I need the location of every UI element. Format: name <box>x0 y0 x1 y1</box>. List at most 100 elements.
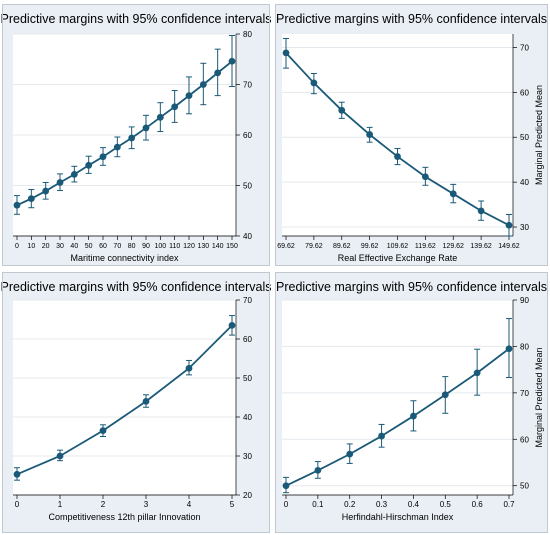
x-axis-title: Real Effective Exchange Rate <box>338 253 457 263</box>
data-point <box>42 187 50 195</box>
y-tick-label: 60 <box>243 131 252 140</box>
y-tick-label: 70 <box>520 389 529 398</box>
series-line <box>16 60 233 207</box>
data-point <box>142 398 150 405</box>
x-tick-label: 150 <box>226 243 238 250</box>
x-axis-title: Competitiveness 12th pillar Innovation <box>48 512 200 522</box>
chart-title: Predictive margins with 95% confidence i… <box>276 280 547 294</box>
data-point <box>228 321 236 329</box>
chart-title: Predictive margins with 95% confidence i… <box>1 12 272 26</box>
x-tick-label: 10 <box>27 243 35 250</box>
x-tick-label: 79.62 <box>305 243 323 250</box>
y-tick-label: 60 <box>243 335 252 344</box>
data-point <box>410 412 417 420</box>
x-tick-label: 149.62 <box>498 243 520 250</box>
x-tick-label: 2 <box>101 500 106 509</box>
x-tick-label: 5 <box>230 500 235 509</box>
x-axis-title: Maritime connectivity index <box>70 253 179 263</box>
y-tick-label: 50 <box>520 133 529 142</box>
data-point <box>477 207 485 215</box>
x-tick-label: 139.62 <box>470 243 492 250</box>
data-point <box>228 57 236 65</box>
chart-panel-1: Predictive margins with 95% confidence i… <box>1 4 272 266</box>
data-point <box>13 470 21 478</box>
x-tick-label: 1 <box>58 500 63 509</box>
x-tick-label: 0.1 <box>312 500 324 509</box>
data-point <box>505 221 513 229</box>
panel-border <box>275 272 548 533</box>
data-point <box>171 103 179 111</box>
plot-area <box>13 300 236 495</box>
y-tick-label: 70 <box>243 81 252 90</box>
y-tick-label: 80 <box>520 342 529 351</box>
x-tick-label: 119.62 <box>415 243 436 250</box>
data-point <box>199 81 207 88</box>
y-tick-label: 70 <box>520 43 529 52</box>
data-point <box>142 124 150 132</box>
chart-panel-2: Predictive margins with 95% confidence i… <box>275 4 548 266</box>
x-axis-title: Herfindahl-Hirschman Index <box>342 512 454 522</box>
x-tick-label: 109.62 <box>387 243 409 250</box>
x-tick-label: 0 <box>284 500 289 509</box>
y-tick-label: 40 <box>520 178 529 187</box>
data-point <box>99 153 107 161</box>
data-point <box>113 143 121 151</box>
x-tick-label: 4 <box>187 500 192 509</box>
plot-area <box>282 300 513 495</box>
series-line <box>285 348 510 487</box>
data-point <box>27 195 35 203</box>
x-tick-label: 3 <box>144 500 149 509</box>
data-point <box>314 466 322 474</box>
y-tick-label: 90 <box>520 296 529 305</box>
x-tick-label: 0 <box>15 500 20 509</box>
chart-title: Predictive margins with 95% confidence i… <box>276 12 547 26</box>
x-tick-label: 30 <box>56 243 64 250</box>
data-point <box>185 364 193 372</box>
data-point <box>156 113 164 121</box>
chart-title: Predictive margins with 95% confidence i… <box>1 280 272 294</box>
data-point <box>56 179 64 186</box>
y-tick-label: 50 <box>243 182 252 191</box>
data-point <box>282 482 290 490</box>
y-tick-label: 40 <box>243 413 252 422</box>
x-tick-label: 100 <box>154 243 166 250</box>
data-point <box>310 79 318 87</box>
panel-border <box>2 4 270 266</box>
x-tick-label: 120 <box>183 243 195 250</box>
y-axis-title: Marginal Predicted Mean <box>534 85 544 185</box>
y-tick-label: 30 <box>520 223 529 232</box>
x-tick-label: 0 <box>15 243 19 250</box>
series-line <box>16 324 233 476</box>
data-point <box>394 153 401 160</box>
data-point <box>441 391 449 399</box>
data-point <box>85 161 93 169</box>
x-tick-label: 89.62 <box>333 243 351 250</box>
x-tick-label: 90 <box>142 243 150 250</box>
x-tick-label: 20 <box>42 243 50 250</box>
data-point <box>13 201 21 209</box>
data-point <box>56 452 64 460</box>
x-tick-label: 0.6 <box>472 500 484 509</box>
y-tick-label: 60 <box>520 88 529 97</box>
x-tick-label: 40 <box>70 243 78 250</box>
y-axis-title: Marginal Predicted Mean <box>534 347 544 447</box>
y-tick-label: 20 <box>243 491 252 500</box>
panel-border <box>275 4 548 266</box>
y-tick-label: 50 <box>520 482 529 491</box>
x-tick-label: 60 <box>99 243 107 250</box>
data-point <box>421 173 429 181</box>
x-tick-label: 140 <box>212 243 224 250</box>
panel-border <box>2 272 270 533</box>
y-tick-label: 50 <box>243 374 252 383</box>
x-tick-label: 99.62 <box>361 243 379 250</box>
x-tick-label: 0.5 <box>440 500 452 509</box>
x-tick-label: 70 <box>113 243 121 250</box>
x-tick-label: 0.4 <box>408 500 420 509</box>
plot-area <box>282 34 513 236</box>
data-point <box>282 49 290 57</box>
data-point <box>128 134 136 142</box>
y-tick-label: 40 <box>243 232 252 241</box>
y-tick-label: 70 <box>243 296 252 305</box>
